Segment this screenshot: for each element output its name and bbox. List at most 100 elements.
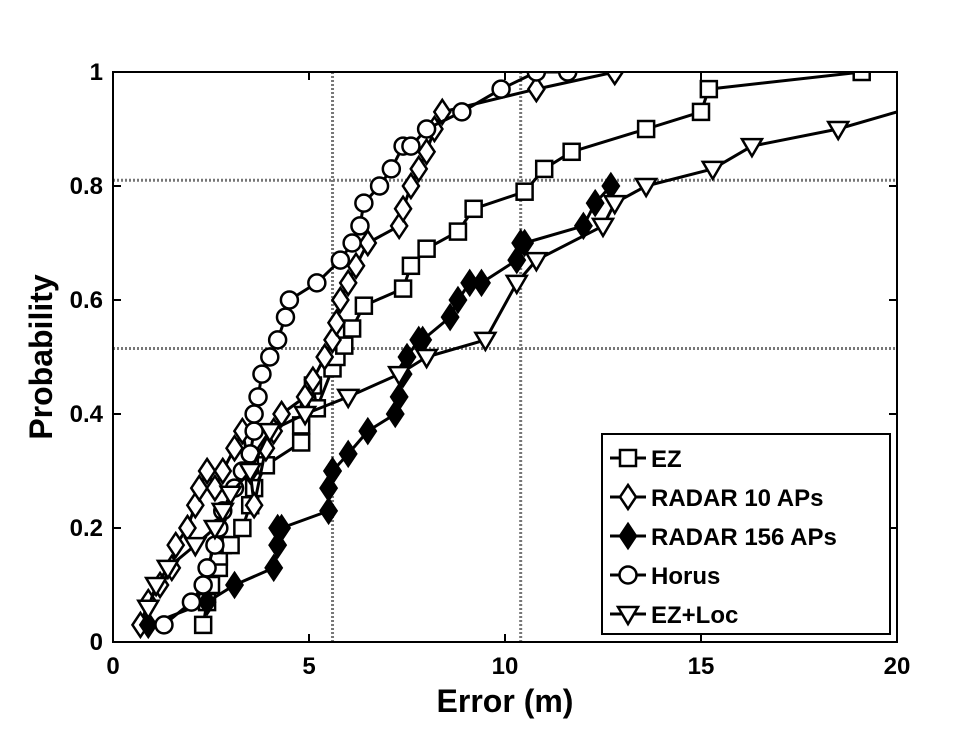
series-1-point-31: [417, 137, 437, 167]
series-2-point-1: [197, 587, 217, 617]
series-3-point-15: [267, 330, 288, 350]
series-0-point-24: [448, 222, 468, 241]
series-4-point-17: [602, 194, 627, 216]
y-tick-label-5: 1: [90, 59, 103, 86]
series-0-point-21: [393, 279, 413, 298]
series-1-point-20: [315, 342, 335, 372]
series-0-point-23: [417, 239, 436, 258]
series-4-point-13: [473, 331, 498, 353]
series-2-point-6: [272, 513, 292, 543]
series-2-point-3: [264, 553, 284, 583]
series-4-point-3: [183, 536, 208, 558]
series-4-point-7: [238, 462, 263, 484]
series-1-point-9: [205, 473, 225, 503]
series-3-point-16: [275, 307, 296, 327]
series-4-point-5: [210, 502, 235, 524]
axis-ticks: [112, 71, 898, 643]
legend-label-1: RADAR 10 APs: [651, 485, 824, 512]
series-2-point-27: [585, 188, 605, 218]
x-tick-label-3: 15: [688, 653, 715, 680]
series-4-point-10: [336, 388, 361, 410]
series-1-point-7: [189, 473, 209, 503]
y-tick-label-4: 0.8: [70, 173, 103, 200]
series-3-point-26: [401, 136, 421, 156]
series-1-point-29: [401, 171, 421, 201]
series-4-point-1: [143, 576, 169, 598]
series-1-point-4: [166, 530, 186, 560]
legend-label-3: Horus: [651, 563, 720, 590]
series-4-point-16: [590, 217, 616, 239]
y-tick-label-0: 0: [90, 629, 103, 656]
series-3-point-21: [350, 216, 370, 236]
series-4-point-20: [739, 137, 765, 159]
x-tick-label-4: 20: [884, 653, 911, 680]
x-axis-title: Error (m): [437, 683, 574, 719]
series-3-point-27: [416, 119, 437, 139]
series-0-point-26: [515, 182, 534, 201]
series-3-point-18: [307, 273, 327, 293]
series-2-point-19: [440, 302, 460, 332]
series-1-point-10: [213, 456, 233, 486]
series-0-point-22: [401, 256, 421, 276]
x-tick-label-0: 0: [106, 653, 119, 680]
series-0-point-32: [852, 72, 871, 82]
series-0-point-20: [354, 296, 374, 315]
series-4-point-21: [826, 120, 851, 142]
series-4-point-8: [257, 422, 282, 444]
series-0-point-7: [233, 518, 252, 538]
series-3-point-14: [260, 347, 280, 367]
series-3-point-22: [354, 193, 374, 213]
series-2-point-11: [338, 439, 358, 469]
series-1-point-14: [244, 490, 264, 520]
series-3-point-24: [381, 159, 402, 179]
series-3: [154, 72, 578, 635]
legend-label-0: EZ: [651, 446, 682, 473]
series-2-point-20: [448, 285, 468, 315]
series-2-point-7: [319, 496, 339, 526]
series-0-point-27: [534, 159, 554, 179]
series-1-point-19: [303, 365, 323, 395]
series-1-point-25: [346, 251, 366, 281]
series-2-point-2: [225, 570, 245, 600]
y-axis-title: Probability: [23, 274, 59, 440]
legend-box: [601, 433, 891, 635]
legend-marker-4: [615, 605, 641, 627]
series-4-point-6: [218, 485, 243, 507]
series-4-point-0: [136, 599, 161, 621]
series-0-point-31: [699, 79, 719, 99]
series-0-point-29: [636, 119, 656, 139]
series-3-point-31: [557, 72, 578, 82]
series-4-point-14: [504, 274, 529, 296]
series-0-point-6: [221, 535, 240, 555]
x-tick-label-1: 5: [302, 653, 315, 680]
legend-marker-3: [618, 565, 638, 585]
series-3-point-29: [491, 79, 511, 99]
legend: EZ RADAR 10 APs RADAR 156 APs Horus EZ+Loc: [601, 433, 891, 635]
series-1-point-8: [197, 456, 217, 486]
legend-marker-1: [618, 482, 638, 512]
series-1-point-11: [225, 433, 245, 463]
series-4: [136, 110, 897, 621]
series-1-point-26: [358, 228, 378, 258]
series-2: [138, 171, 621, 640]
series-4-point-9: [292, 405, 318, 427]
legend-label-2: RADAR 156 APs: [651, 524, 837, 551]
legend-marker-2: [618, 521, 638, 551]
y-tick-label-1: 0.2: [70, 515, 103, 542]
series-layer: [130, 72, 897, 640]
series-1-point-30: [409, 154, 429, 184]
y-tick-label-3: 0.6: [70, 287, 103, 314]
series-3-point-11: [244, 404, 264, 424]
series-2-point-25: [515, 228, 535, 258]
series-2-point-10: [323, 456, 343, 486]
series-4-point-11: [386, 365, 412, 387]
series-4-point-4: [202, 519, 228, 541]
series-2-point-14: [389, 382, 409, 412]
series-1-point-28: [393, 194, 413, 224]
series-0-point-30: [691, 102, 711, 122]
series-3-point-20: [342, 233, 362, 253]
series-2-point-22: [471, 268, 491, 298]
series-4-point-19: [700, 160, 725, 182]
series-3-point-12: [248, 387, 268, 407]
series-3-point-13: [252, 364, 272, 384]
